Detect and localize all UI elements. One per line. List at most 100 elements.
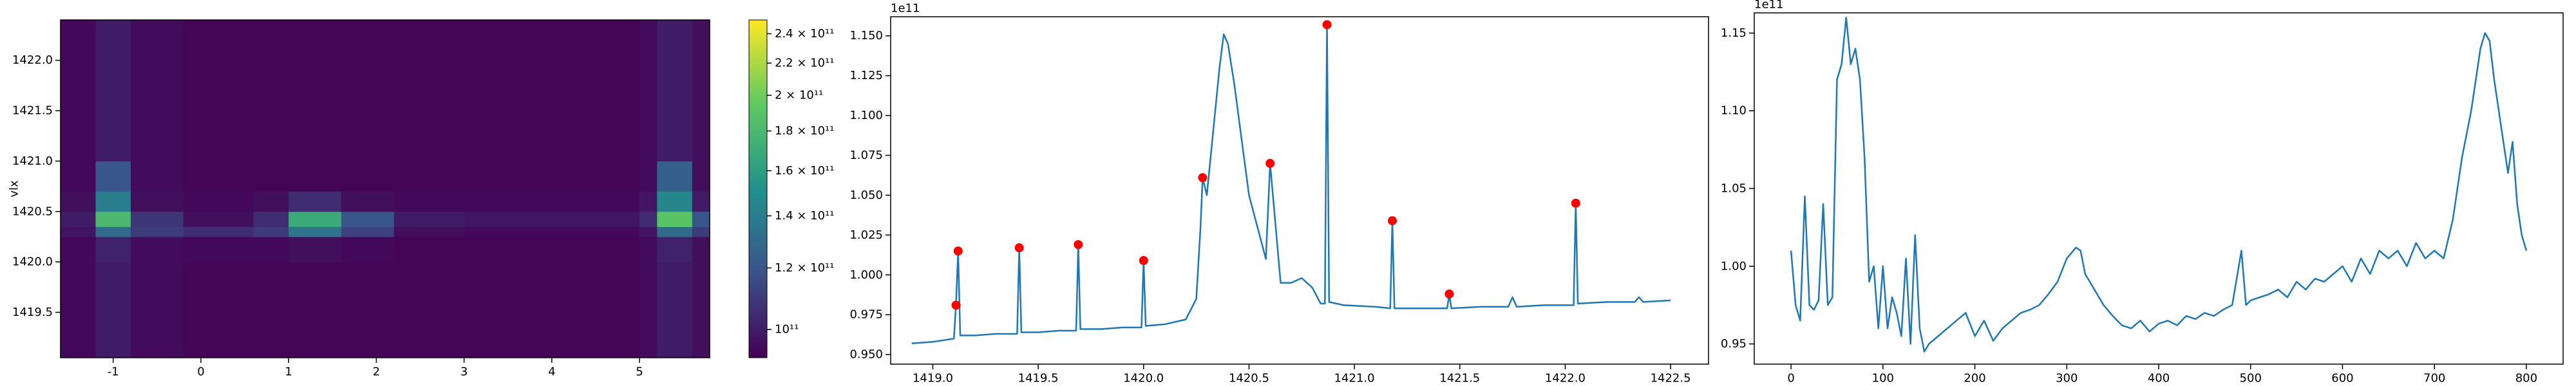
heatmap-cell: [639, 236, 658, 262]
heatmap-cell: [657, 226, 693, 237]
y-tick-label: 1420.0: [12, 255, 53, 269]
heatmap-cell: [464, 262, 553, 358]
heatmap-cell: [183, 161, 254, 192]
y-tick-label: 1421.5: [12, 104, 53, 118]
heatmap-cell: [253, 211, 289, 227]
heatmap-cell: [657, 211, 693, 227]
heatmap-cell: [253, 161, 289, 192]
heatmap-cell: [341, 191, 395, 212]
data-line: [1790, 17, 2528, 353]
colorbar-tick-label: 1.8 × 10¹¹: [775, 124, 835, 138]
heatmap-cell: [393, 226, 465, 237]
heatmap-cell: [130, 236, 184, 262]
heatmap-cell: [692, 211, 710, 227]
colorbar-tick-label: 10¹¹: [775, 323, 799, 336]
heatmap-cell: [61, 262, 96, 358]
x-tick-label: 600: [2331, 372, 2353, 385]
x-tick-label: 0: [1787, 372, 1794, 385]
heatmap-cell: [289, 20, 342, 161]
y-tick-label: 1421.0: [12, 154, 53, 168]
heatmap-cell: [657, 191, 693, 212]
heatmap-cell: [183, 211, 254, 227]
heatmap-cell: [639, 161, 658, 192]
heatmap-cell: [183, 20, 254, 161]
heatmap-cell: [551, 20, 640, 161]
peak-marker: [951, 300, 961, 310]
heatmap-cell: [393, 191, 465, 212]
heatmap-cell: [95, 161, 131, 192]
heatmap-cell: [183, 191, 254, 212]
y-tick-label: 1.000: [849, 268, 883, 282]
heatmap-cell: [464, 20, 553, 161]
heatmap-cell: [341, 161, 395, 192]
y-tick-label: 0.95: [1721, 337, 1747, 351]
y-axis-label: vlx: [8, 180, 21, 198]
heatmap-cell: [341, 226, 395, 237]
heatmap-cell: [95, 226, 131, 237]
heatmap-cell: [692, 236, 710, 262]
x-tick-label: 1419.0: [913, 372, 953, 385]
heatmap-cell: [639, 20, 658, 161]
x-tick-label: 1419.5: [1018, 372, 1059, 385]
peak-marker: [1571, 198, 1580, 208]
axis-offset-label: 1e11: [1754, 0, 1783, 12]
heatmap-cell: [289, 262, 342, 358]
peak-marker: [1444, 290, 1454, 299]
heatmap-cell: [341, 262, 395, 358]
x-tick-label: 700: [2423, 372, 2445, 385]
heatmap-cell: [289, 191, 342, 212]
heatmap-cell: [692, 191, 710, 212]
heatmap-cell: [61, 191, 96, 212]
y-tick-label: 1.150: [849, 29, 883, 42]
y-tick-label: 1.025: [849, 228, 883, 242]
x-tick-label: 2: [373, 365, 380, 379]
peak-marker: [1388, 216, 1397, 226]
y-tick-label: 1.100: [849, 109, 883, 122]
y-tick-label: 1.125: [849, 69, 883, 82]
peak-marker: [953, 246, 963, 256]
heatmap-cell: [61, 161, 96, 192]
x-tick-label: 500: [2240, 372, 2262, 385]
heatmap-cell: [393, 236, 465, 262]
heatmap-cell: [393, 20, 465, 161]
y-tick-label: 1.10: [1721, 104, 1747, 118]
heatmap-cell: [95, 191, 131, 212]
heatmap-cell: [130, 191, 184, 212]
heatmap-cell: [657, 161, 693, 192]
y-tick-label: 1.075: [849, 149, 883, 162]
heatmap-cell: [464, 236, 553, 262]
heatmap-cell: [464, 161, 553, 192]
heatmap-cell: [341, 20, 395, 161]
heatmap-cell: [253, 226, 289, 237]
y-tick-label: 0.950: [849, 348, 883, 362]
heatmap-cell: [464, 211, 553, 227]
data-line: [911, 24, 1671, 345]
heatmap-cell: [657, 262, 693, 358]
peak-marker: [1139, 255, 1148, 265]
heatmap-cell: [183, 226, 254, 237]
x-tick-label: -1: [108, 365, 119, 379]
heatmap-cell: [253, 191, 289, 212]
heatmap-cell: [130, 20, 184, 161]
heatmap-cell: [393, 262, 465, 358]
colorbar-tick-label: 1.4 × 10¹¹: [775, 209, 835, 223]
heatmap-cell: [551, 236, 640, 262]
x-tick-label: 1: [285, 365, 292, 379]
heatmap-cell: [393, 211, 465, 227]
peak-marker: [1014, 243, 1024, 253]
heatmap-cell: [692, 262, 710, 358]
heatmap-cell: [95, 262, 131, 358]
axes-frame: [890, 16, 1709, 365]
heatmap-cell: [253, 236, 289, 262]
x-tick-label: 5: [636, 365, 643, 379]
heatmap-cell: [95, 20, 131, 161]
colorbar-tick-label: 1.2 × 10¹¹: [775, 261, 835, 275]
y-tick-label: 1.00: [1721, 259, 1747, 273]
heatmap-cell: [341, 211, 395, 227]
heatmap-cell: [289, 236, 342, 262]
y-tick-label: 1419.5: [12, 306, 53, 319]
x-tick-label: 400: [2148, 372, 2170, 385]
x-tick-label: 1422.5: [1651, 372, 1691, 385]
